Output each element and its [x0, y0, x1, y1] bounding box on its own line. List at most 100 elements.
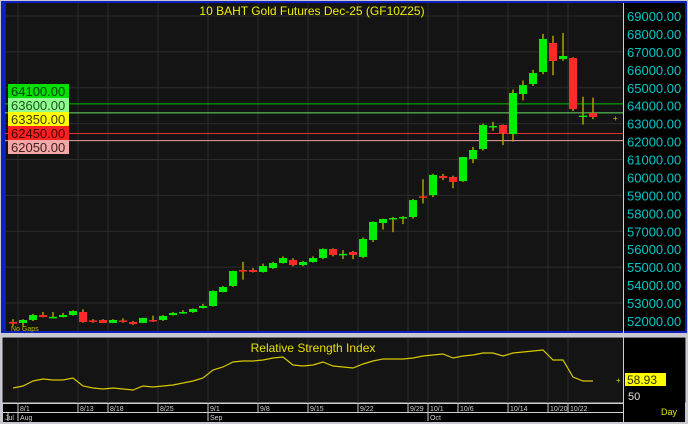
date-tick-label: 10/20	[550, 406, 568, 413]
price-tick-label: 61000.00	[627, 153, 681, 168]
candle-up	[509, 92, 517, 135]
candle-up	[109, 319, 117, 323]
candle-up	[529, 73, 537, 84]
price-level-badge	[8, 126, 69, 140]
candle-up	[319, 249, 327, 259]
candle-up	[209, 291, 217, 307]
candle-up	[69, 311, 77, 316]
date-tick-label: 8/1	[20, 406, 30, 413]
date-tick-label: 8/18	[110, 406, 124, 413]
candles	[9, 33, 597, 327]
candle-down	[89, 320, 97, 322]
price-axis-labels: 69000.00 68000.00 67000.00 66000.00 65000.00…	[627, 9, 681, 329]
candle-up	[279, 258, 287, 264]
candle-up	[19, 319, 27, 323]
candle-up	[519, 85, 527, 95]
candle-up	[379, 218, 387, 224]
date-tick-label: 10/14	[510, 406, 528, 413]
candle-up	[469, 150, 477, 159]
candle-up	[559, 56, 567, 60]
candle-up	[299, 261, 307, 266]
period-label[interactable]: Day	[661, 407, 678, 417]
candle-up	[229, 271, 237, 286]
price-tick-label: 64000.00	[627, 99, 681, 114]
candle-up	[189, 308, 197, 313]
candle-up	[179, 312, 187, 314]
price-level-label: 62050.00	[11, 140, 65, 155]
rsi-panel[interactable]	[1, 336, 687, 404]
candle-up	[489, 125, 497, 128]
price-level-badge	[8, 84, 69, 98]
candle-up	[169, 312, 177, 316]
candle-up	[159, 315, 167, 320]
candle-down	[549, 42, 557, 62]
price-tick-label: 57000.00	[627, 224, 681, 239]
price-tick-label: 56000.00	[627, 242, 681, 257]
candle-up	[429, 174, 437, 196]
price-level-badge	[8, 98, 69, 112]
chart-title: 10 BAHT Gold Futures Dec-25 (GF10Z25)	[199, 4, 424, 18]
date-tick-label: 8/13	[80, 406, 94, 413]
candle-up	[59, 315, 67, 318]
price-level-label: 63350.00	[11, 112, 65, 127]
candle-down	[589, 113, 597, 118]
candle-up	[199, 306, 207, 308]
candle-down	[569, 57, 577, 110]
candle-up	[219, 286, 227, 293]
candle-up	[309, 258, 317, 262]
price-axis[interactable]	[623, 3, 685, 331]
candle-up	[259, 265, 267, 273]
rsi-series	[12, 349, 593, 391]
date-tick-label: 10/1	[430, 406, 444, 413]
date-axis-labels: 8/1 8/13 8/18 8/25 9/1 9/8 9/15 9/22 9/29 10/1 10/…	[5, 403, 588, 422]
date-tick-label: 9/29	[410, 406, 424, 413]
candle-down	[419, 196, 427, 198]
month-tick-label: Jul	[5, 415, 14, 422]
candle-down	[349, 252, 357, 255]
candle-up	[539, 38, 547, 72]
price-tick-label: 58000.00	[627, 206, 681, 221]
price-panel[interactable]	[1, 1, 687, 333]
candle-up	[359, 238, 367, 257]
date-tick-label: 9/22	[360, 406, 374, 413]
date-tick-label: 9/15	[310, 406, 324, 413]
rsi-tick-50: 50	[628, 391, 640, 403]
candle-up	[339, 253, 347, 256]
price-tick-label: 62000.00	[627, 135, 681, 150]
price-level-badge	[8, 112, 69, 126]
price-level-badge	[8, 140, 69, 154]
candle-down	[449, 177, 457, 182]
candle-up	[369, 221, 377, 240]
candle-up	[139, 317, 147, 323]
date-tick-label: 9/8	[260, 406, 270, 413]
candle-down	[239, 270, 247, 272]
no-gaps-label: No Gaps	[11, 326, 39, 333]
price-tick-label: 69000.00	[627, 9, 681, 24]
candle-down	[149, 319, 157, 322]
price-tick-label: 67000.00	[627, 45, 681, 60]
candle-down	[129, 321, 137, 325]
candle-down	[79, 312, 87, 322]
candle-up	[49, 316, 57, 319]
price-level-label: 63600.00	[11, 98, 65, 113]
rsi-last-marker-icon: +	[616, 376, 621, 385]
price-tick-label: 68000.00	[627, 27, 681, 42]
candle-up	[579, 115, 587, 118]
rsi-line	[12, 349, 593, 391]
candle-up	[459, 157, 467, 182]
month-tick-label: Sep	[210, 415, 223, 422]
rsi-last-value-badge	[625, 373, 666, 386]
price-tick-label: 60000.00	[627, 170, 681, 185]
rsi-last-value: 58.93	[627, 373, 657, 387]
candle-down	[249, 270, 257, 273]
candle-down	[329, 249, 337, 255]
month-tick-label: Aug	[20, 415, 33, 422]
candle-up	[479, 124, 487, 150]
price-level-lines	[5, 103, 623, 142]
date-tick-label: 8/25	[160, 406, 174, 413]
grid	[5, 3, 623, 403]
candle-down	[39, 315, 47, 318]
date-tick-label: 9/1	[210, 406, 220, 413]
